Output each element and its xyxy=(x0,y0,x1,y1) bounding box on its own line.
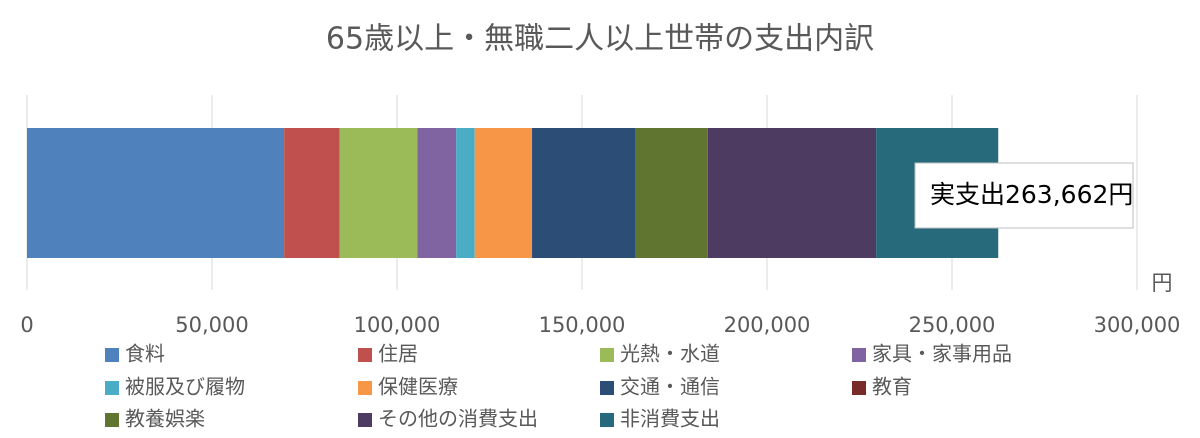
bar-segment xyxy=(635,128,708,258)
x-tick-label: 150,000 xyxy=(539,313,626,337)
legend-swatch xyxy=(600,348,614,362)
legend-swatch xyxy=(600,413,614,427)
x-tick-label: 50,000 xyxy=(175,313,248,337)
bar-segment xyxy=(532,128,636,258)
x-tick-label: 0 xyxy=(20,313,33,337)
legend-swatch xyxy=(852,348,866,362)
legend-label: 被服及び履物 xyxy=(125,375,245,399)
legend-label: 保健医療 xyxy=(378,375,458,399)
bar-segment xyxy=(456,128,475,258)
legend-swatch xyxy=(358,413,372,427)
x-tick-label: 100,000 xyxy=(354,313,441,337)
legend-swatch xyxy=(105,348,119,362)
chart-title: 65歳以上・無職二人以上世帯の支出内訳 xyxy=(326,22,874,57)
legend-label: 食料 xyxy=(125,342,165,366)
bar-segment xyxy=(27,128,285,258)
x-tick-label: 200,000 xyxy=(724,313,811,337)
legend-swatch xyxy=(358,348,372,362)
legend-swatch xyxy=(358,381,372,395)
x-unit-label: 円 xyxy=(1152,271,1173,295)
bar-segment xyxy=(339,128,418,258)
legend-label: 住居 xyxy=(378,342,418,366)
legend-label: 家具・家事用品 xyxy=(872,342,1012,366)
bar-segment xyxy=(707,128,877,258)
annotation-box xyxy=(914,162,1134,229)
x-tick-label: 300,000 xyxy=(1094,313,1181,337)
legend-swatch xyxy=(105,413,119,427)
annotation: 実支出263,662円 xyxy=(930,180,1133,209)
bar-segment xyxy=(474,128,533,258)
legend-label: 非消費支出 xyxy=(620,407,720,431)
legend-label: その他の消費支出 xyxy=(378,407,538,431)
legend-swatch xyxy=(852,381,866,395)
legend-label: 教育 xyxy=(872,375,912,399)
legend-label: 交通・通信 xyxy=(620,375,720,399)
legend-label: 光熱・水道 xyxy=(620,342,720,366)
bar-segment xyxy=(417,128,457,258)
legend-label: 教養娯楽 xyxy=(125,407,205,431)
x-tick-label: 250,000 xyxy=(909,313,996,337)
legend-swatch xyxy=(105,381,119,395)
bar-segment xyxy=(284,128,340,258)
legend-swatch xyxy=(600,381,614,395)
